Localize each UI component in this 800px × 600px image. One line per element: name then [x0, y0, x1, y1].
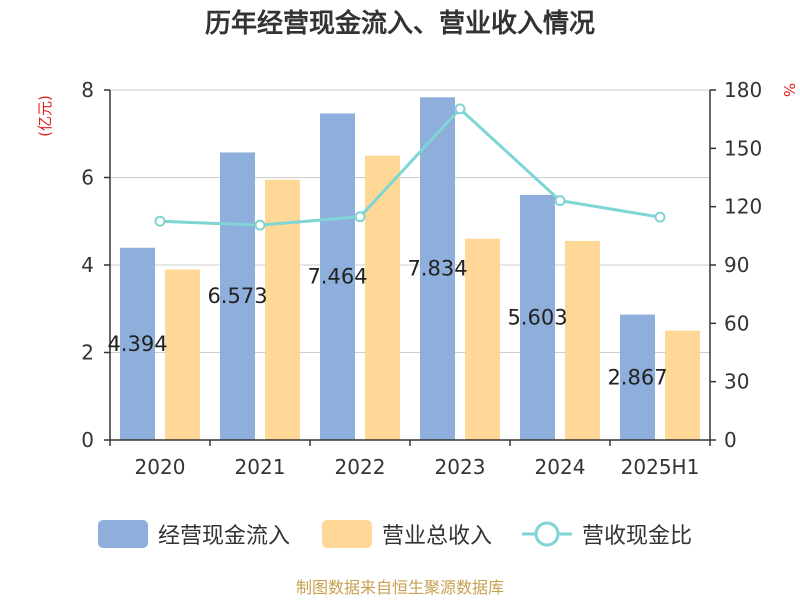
bar-cashflow — [420, 97, 455, 440]
point-ratio — [654, 211, 666, 223]
point-ratio — [154, 215, 166, 227]
gridlines — [110, 89, 710, 353]
y-right-tick-label: 60 — [724, 311, 749, 335]
point-ratio — [254, 219, 266, 231]
line-ratio — [159, 106, 661, 227]
x-tick-label: 2023 — [435, 455, 486, 479]
y-left-axis-label: (亿元) — [36, 95, 54, 137]
bar-revenue — [665, 330, 700, 440]
y-left-tick-label: 2 — [81, 341, 94, 365]
bar-revenue — [265, 179, 300, 440]
data-label-cashflow: 6.573 — [207, 284, 267, 308]
data-labels: 4.394 6.573 7.464 7.834 5.603 2.867 — [107, 257, 667, 390]
bar-cashflow — [220, 152, 255, 440]
chart-title: 历年经营现金流入、营业收入情况 — [205, 8, 595, 39]
y-right-tick-label: 120 — [724, 195, 762, 219]
legend-swatch-revenue — [322, 520, 372, 548]
bar-revenue — [565, 240, 600, 440]
y-right-tick-label: 0 — [724, 428, 737, 452]
x-tick-label: 2021 — [235, 455, 286, 479]
y-left-tick-label: 4 — [81, 253, 94, 277]
bars — [120, 97, 700, 440]
tick-labels: 0 2 4 6 8 0 30 60 90 120 150 180 2020 2021 2022 2023 202… — [81, 78, 762, 479]
y-left-tick-label: 0 — [81, 428, 94, 452]
data-label-cashflow: 7.834 — [407, 257, 467, 281]
y-left-tick-label: 6 — [81, 166, 94, 190]
y-right-tick-label: 150 — [724, 136, 762, 160]
x-tick-label: 2024 — [535, 455, 586, 479]
source-note: 制图数据来自恒生聚源数据库 — [296, 578, 504, 597]
legend: 经营现金流入 营业总收入 营收现金比 — [98, 520, 692, 549]
x-tick-label: 2022 — [335, 455, 386, 479]
bar-cashflow — [320, 113, 355, 440]
data-label-cashflow: 5.603 — [507, 305, 567, 329]
y-right-tick-label: 90 — [724, 253, 749, 277]
data-label-cashflow: 4.394 — [107, 332, 167, 356]
legend-label-ratio: 营收现金比 — [582, 524, 692, 549]
bar-cashflow — [120, 247, 155, 440]
ratio-line — [154, 103, 666, 231]
bar-cashflow — [520, 194, 555, 440]
bar-revenue — [465, 238, 500, 440]
data-label-cashflow: 7.464 — [307, 265, 367, 289]
bar-revenue — [165, 269, 200, 440]
bar-revenue — [365, 155, 400, 440]
x-tick-label: 2020 — [135, 455, 186, 479]
y-left-tick-label: 8 — [81, 78, 94, 102]
axes — [104, 89, 716, 446]
y-right-tick-label: 180 — [724, 78, 762, 102]
point-ratio — [554, 195, 566, 207]
x-tick-label: 2025H1 — [621, 455, 700, 479]
legend-label-revenue: 营业总收入 — [382, 524, 492, 549]
legend-marker-ratio — [534, 521, 560, 547]
point-ratio — [454, 103, 466, 115]
bar-cashflow — [620, 314, 655, 440]
point-ratio — [354, 211, 366, 223]
legend-swatch-cashflow — [98, 520, 148, 548]
y-right-axis-label: % — [780, 83, 798, 97]
data-label-cashflow: 2.867 — [607, 365, 667, 389]
y-right-tick-label: 30 — [724, 370, 749, 394]
legend-label-cashflow: 经营现金流入 — [158, 524, 290, 549]
